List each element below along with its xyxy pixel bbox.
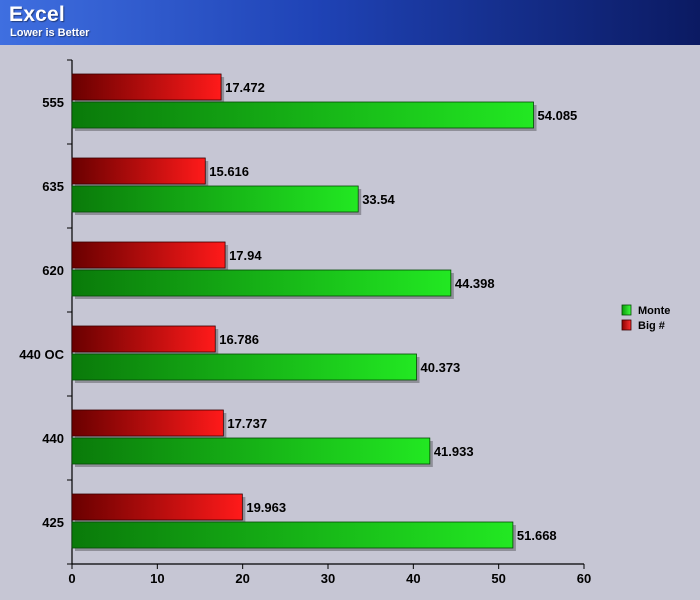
y-category-label: 440 OC — [19, 347, 64, 362]
data-label-monte: 33.54 — [362, 192, 395, 207]
bar-big — [71, 241, 226, 269]
data-label-big: 19.963 — [246, 500, 286, 515]
legend: Monte Big # — [621, 304, 670, 332]
data-label-big: 17.472 — [225, 80, 265, 95]
data-label-big: 16.786 — [219, 332, 259, 347]
x-tick-label: 0 — [68, 571, 75, 586]
x-tick-label: 30 — [321, 571, 335, 586]
bar-big — [71, 73, 222, 101]
bar-monte — [71, 437, 431, 465]
data-label-monte: 54.085 — [538, 108, 578, 123]
x-tick-label: 40 — [406, 571, 420, 586]
bar-monte — [71, 353, 417, 381]
data-label-monte: 44.398 — [455, 276, 495, 291]
y-category-label: 620 — [42, 263, 64, 278]
data-label-big: 17.94 — [229, 248, 262, 263]
bar-big — [71, 493, 243, 521]
x-tick-label: 50 — [491, 571, 505, 586]
x-tick-label: 60 — [577, 571, 591, 586]
y-category-label: 425 — [42, 515, 64, 530]
x-tick-label: 10 — [150, 571, 164, 586]
legend-label-monte: Monte — [638, 305, 670, 317]
chart-subtitle: Lower is Better — [10, 27, 90, 39]
chart-title: Excel — [9, 3, 65, 26]
bar-monte — [71, 101, 534, 129]
data-label-big: 17.737 — [227, 416, 267, 431]
data-label-monte: 51.668 — [517, 528, 557, 543]
bar-big — [71, 409, 224, 437]
x-tick-label: 20 — [235, 571, 249, 586]
y-category-label: 555 — [42, 95, 64, 110]
legend-swatch-big — [621, 319, 632, 331]
bar-big — [71, 157, 206, 185]
data-label-big: 15.616 — [209, 164, 249, 179]
bar-monte — [71, 185, 359, 213]
plot-area: 0 10 20 30 40 50 60 555 17.472 54.085 635 15.616 33.… — [19, 59, 591, 586]
bar-monte — [71, 269, 452, 297]
legend-swatch-monte — [621, 304, 632, 316]
data-label-monte: 41.933 — [434, 444, 474, 459]
bar-big — [71, 325, 216, 353]
bar-monte — [71, 521, 514, 549]
chart-header: Excel Lower is Better — [0, 0, 700, 45]
y-category-label: 440 — [42, 431, 64, 446]
data-label-monte: 40.373 — [421, 360, 461, 375]
y-category-label: 635 — [42, 179, 64, 194]
legend-label-big: Big # — [638, 320, 665, 332]
